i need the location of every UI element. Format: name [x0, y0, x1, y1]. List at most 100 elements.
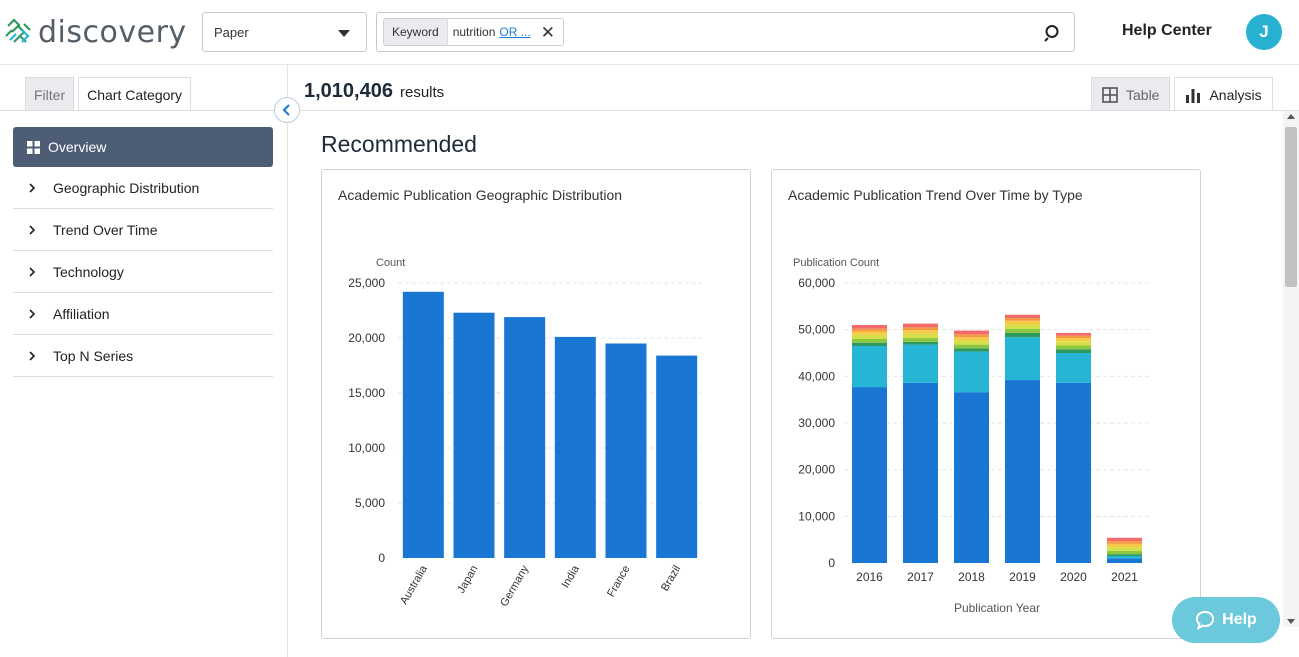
- bar-segment-2020-0: [1056, 383, 1091, 563]
- tab-analysis[interactable]: Analysis: [1174, 77, 1272, 111]
- bar-segment-2016-6: [852, 329, 887, 332]
- x-tick-label: Japan: [455, 564, 480, 596]
- y-tick-label: 20,000: [798, 463, 835, 477]
- y-axis-label: Publication Count: [793, 257, 879, 269]
- y-tick-label: 10,000: [348, 441, 385, 455]
- bar-segment-2021-6: [1107, 541, 1142, 544]
- bar-segment-2018-6: [954, 334, 989, 337]
- bar-segment-2016-5: [852, 332, 887, 335]
- y-tick-label: 40,000: [798, 369, 835, 383]
- chevron-left-icon: [281, 104, 293, 116]
- caret-down-icon: [338, 30, 350, 37]
- bar-segment-2019-1: [1005, 337, 1040, 380]
- sidebar-item-overview[interactable]: Overview: [13, 127, 273, 167]
- bar-segment-2017-1: [903, 345, 938, 383]
- top-header: discovery Paper Keyword nutrition OR ...…: [0, 0, 1299, 65]
- bar-segment-2020-5: [1056, 338, 1091, 341]
- view-tabs: Table Analysis: [1091, 77, 1273, 111]
- bar-segment-2019-4: [1005, 325, 1040, 329]
- scroll-thumb[interactable]: [1285, 127, 1297, 287]
- bar-segment-2016-2: [852, 343, 887, 346]
- bar-segment-2017-2: [903, 342, 938, 345]
- y-tick-label: 10,000: [798, 509, 835, 523]
- chat-bubble-icon: [1195, 610, 1215, 630]
- sidebar-item-label: Overview: [48, 139, 106, 155]
- sidebar-item-geographic-distribution[interactable]: Geographic Distribution: [13, 167, 273, 209]
- type-select[interactable]: Paper: [202, 12, 367, 52]
- scroll-down-icon[interactable]: [1287, 619, 1295, 624]
- chart-category-menu: Overview Geographic Distribution Trend O…: [13, 127, 273, 377]
- bar-segment-2018-4: [954, 340, 989, 344]
- sidebar-item-top-n-series[interactable]: Top N Series: [13, 335, 273, 377]
- geo-distribution-chart: Count05,00010,00015,00020,00025,000Austr…: [322, 170, 751, 639]
- y-tick-label: 25,000: [348, 276, 385, 290]
- sidebar-item-label: Affiliation: [53, 306, 110, 322]
- logo[interactable]: discovery: [4, 14, 187, 50]
- x-tick-label: France: [605, 564, 633, 600]
- bar-segment-2020-3: [1056, 346, 1091, 350]
- collapse-sidebar-button[interactable]: [274, 97, 300, 123]
- y-tick-label: 50,000: [798, 323, 835, 337]
- x-tick-label: Germany: [498, 563, 531, 609]
- bar-australia: [403, 292, 444, 558]
- bar-segment-2018-1: [954, 352, 989, 393]
- bar-segment-2020-7: [1056, 333, 1091, 336]
- results-label: results: [400, 84, 444, 101]
- chevron-right-icon: [27, 225, 37, 235]
- bar-segment-2021-4: [1107, 547, 1142, 551]
- x-tick-label: India: [560, 563, 583, 590]
- bar-segment-2017-5: [903, 330, 938, 334]
- x-tick-label: 2018: [958, 570, 985, 584]
- sidebar-item-technology[interactable]: Technology: [13, 251, 273, 293]
- bar-segment-2021-3: [1107, 551, 1142, 554]
- bar-segment-2017-4: [903, 334, 938, 338]
- tab-filter[interactable]: Filter: [25, 77, 74, 111]
- x-tick-label: Australia: [398, 563, 430, 607]
- close-icon[interactable]: ✕: [537, 24, 563, 41]
- keyword-chip[interactable]: Keyword nutrition OR ... ✕: [383, 18, 564, 46]
- sidebar-tabs: Filter Chart Category: [25, 77, 191, 111]
- y-axis-label: Count: [376, 257, 405, 269]
- help-button[interactable]: Help: [1172, 597, 1280, 643]
- chevron-right-icon: [27, 267, 37, 277]
- scrollbar[interactable]: [1283, 111, 1299, 627]
- sidebar-item-label: Geographic Distribution: [53, 180, 199, 196]
- bar-brazil: [656, 356, 697, 558]
- sidebar-item-affiliation[interactable]: Affiliation: [13, 293, 273, 335]
- x-tick-label: 2019: [1009, 570, 1036, 584]
- bar-segment-2019-5: [1005, 321, 1040, 325]
- bar-india: [555, 337, 596, 558]
- bar-segment-2019-3: [1005, 329, 1040, 333]
- sidebar-item-trend-over-time[interactable]: Trend Over Time: [13, 209, 273, 251]
- table-icon: [1102, 87, 1118, 103]
- tab-chart-category[interactable]: Chart Category: [78, 77, 191, 111]
- search-icon[interactable]: [1044, 24, 1062, 42]
- tab-table[interactable]: Table: [1091, 77, 1170, 111]
- divider: [288, 110, 1299, 111]
- y-tick-label: 5,000: [355, 496, 385, 510]
- bar-segment-2018-0: [954, 392, 989, 563]
- geo-distribution-card: Academic Publication Geographic Distribu…: [321, 169, 751, 639]
- trend-over-time-card: Academic Publication Trend Over Time by …: [771, 169, 1201, 639]
- bar-segment-2016-0: [852, 387, 887, 563]
- bar-segment-2016-7: [852, 325, 887, 329]
- y-tick-label: 15,000: [348, 386, 385, 400]
- bar-segment-2017-7: [903, 324, 938, 328]
- chip-more-link[interactable]: OR ...: [499, 25, 536, 39]
- search-box[interactable]: Keyword nutrition OR ... ✕: [376, 12, 1075, 52]
- help-center-link[interactable]: Help Center: [1122, 22, 1212, 40]
- scroll-up-icon[interactable]: [1287, 114, 1295, 119]
- bar-segment-2021-1: [1107, 556, 1142, 558]
- chevron-right-icon: [27, 183, 37, 193]
- x-tick-label: Brazil: [659, 564, 683, 594]
- results-summary: 1,010,406 results: [304, 80, 444, 103]
- logo-icon: [4, 16, 34, 48]
- y-tick-label: 60,000: [798, 276, 835, 290]
- avatar[interactable]: J: [1246, 14, 1282, 50]
- bar-segment-2019-7: [1005, 315, 1040, 318]
- type-select-value: Paper: [214, 25, 249, 40]
- chip-value: nutrition: [448, 25, 500, 39]
- y-tick-label: 30,000: [798, 416, 835, 430]
- bar-segment-2021-0: [1107, 558, 1142, 563]
- results-count: 1,010,406: [304, 80, 393, 103]
